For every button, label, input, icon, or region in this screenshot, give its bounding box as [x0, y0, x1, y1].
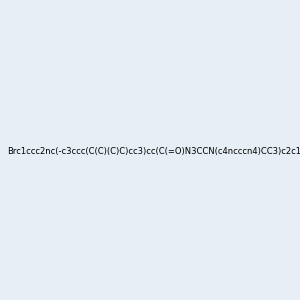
Text: Brc1ccc2nc(-c3ccc(C(C)(C)C)cc3)cc(C(=O)N3CCN(c4ncccn4)CC3)c2c1: Brc1ccc2nc(-c3ccc(C(C)(C)C)cc3)cc(C(=O)N…: [7, 147, 300, 156]
